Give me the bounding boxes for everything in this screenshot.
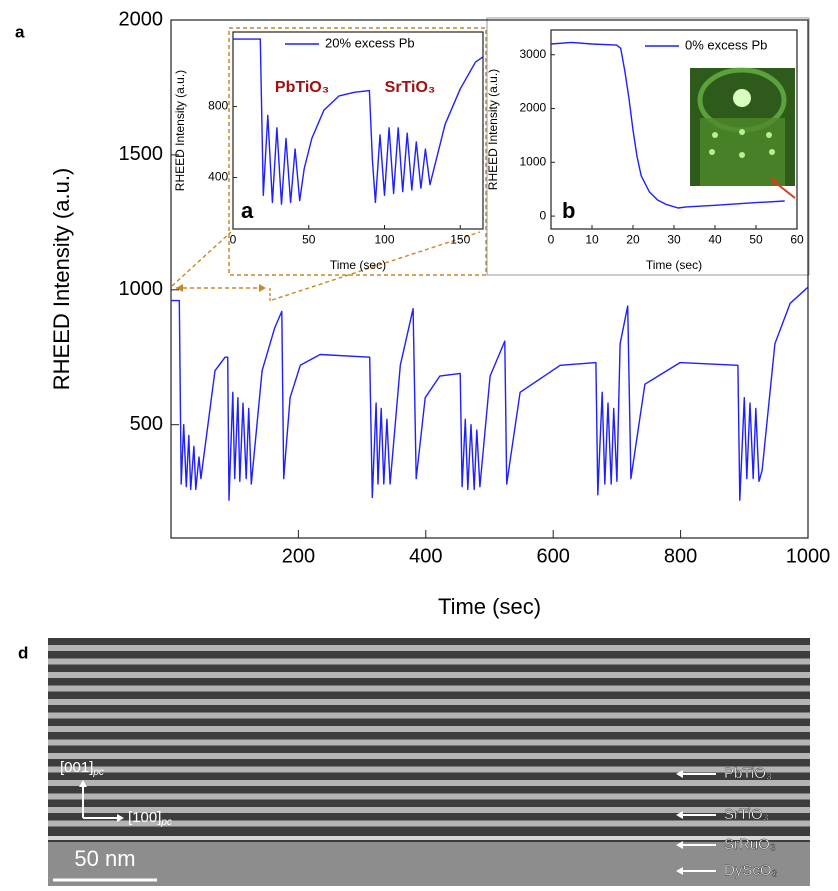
layer-label: SrRuO₃	[724, 836, 776, 853]
panel-label: b	[562, 198, 575, 223]
tem-stripe	[48, 685, 810, 692]
x-tick-label: 600	[537, 545, 570, 567]
axis-direction: [100]	[128, 809, 161, 826]
y-tick-label: 1500	[119, 143, 164, 165]
tem-stripe	[48, 753, 810, 759]
plot-frame	[170, 19, 809, 539]
axis-subscript: pc	[92, 767, 104, 778]
tem-stripe	[48, 699, 810, 705]
axis-direction-label: [100]pc	[128, 809, 172, 828]
tem-stripe	[48, 712, 810, 719]
x-axis-label: Time (sec)	[330, 258, 386, 272]
x-axis-label: Time (sec)	[646, 258, 702, 272]
x-tick-label: 100	[374, 233, 394, 247]
y-tick-label: 3000	[519, 47, 546, 61]
y-tick-label: 400	[208, 170, 228, 184]
x-tick-label: 150	[450, 233, 470, 247]
y-axis-label: RHEED Intensity (a.u.)	[173, 70, 187, 191]
arrowhead	[770, 178, 778, 185]
data-line	[171, 286, 809, 501]
x-tick-label: 0	[230, 233, 237, 247]
arrowhead	[676, 841, 683, 849]
x-tick-label: 30	[667, 233, 681, 247]
panel-label: d	[18, 643, 28, 662]
tem-stripe	[48, 739, 810, 746]
plot-frame	[232, 31, 484, 230]
x-tick-label: 50	[749, 233, 763, 247]
tem-stripe	[48, 793, 810, 800]
y-tick-label: 2000	[119, 8, 164, 30]
tem-stripe	[48, 820, 810, 827]
tem-stripe	[48, 807, 810, 813]
tem-stripe	[48, 645, 810, 651]
panel-label: a	[241, 198, 254, 223]
y-tick-label: 0	[540, 208, 547, 222]
tem-stripe	[48, 658, 810, 665]
y-axis-label: RHEED Intensity (a.u.)	[486, 69, 500, 190]
layer-label: SrTiO₃	[724, 806, 769, 823]
y-tick-label: 2000	[519, 101, 546, 115]
x-tick-label: 400	[409, 545, 442, 567]
x-tick-label: 60	[790, 233, 804, 247]
legend-label: 20% excess Pb	[325, 35, 415, 50]
layer-label: PbTiO₃	[724, 765, 772, 782]
axis-direction: [001]	[60, 759, 93, 776]
data-line	[550, 41, 785, 209]
tem-stripe	[48, 780, 810, 786]
tem-image	[48, 638, 810, 886]
x-tick-label: 40	[708, 233, 722, 247]
arrowhead	[79, 780, 124, 822]
y-tick-label: 1000	[519, 154, 546, 168]
y-tick-label: 800	[208, 99, 228, 113]
layer-label: DyScO₃	[724, 862, 778, 879]
arrow	[771, 179, 796, 199]
rheed-image	[690, 67, 796, 199]
inset-frame	[228, 27, 487, 276]
x-tick-label: 10	[585, 233, 599, 247]
x-tick-label: 20	[626, 233, 640, 247]
axis-subscript: pc	[160, 817, 172, 828]
x-tick-label: 0	[548, 233, 555, 247]
arrowhead	[676, 811, 683, 819]
axis-direction-label: [001]pc	[60, 759, 104, 778]
connector	[271, 231, 481, 301]
tem-stripe	[48, 726, 810, 732]
y-axis-label: RHEED Intensity (a.u.)	[49, 168, 74, 391]
x-tick-label: 800	[664, 545, 697, 567]
axis-arrows	[82, 784, 120, 819]
y-tick-label: 1000	[119, 278, 164, 300]
x-axis-label: Time (sec)	[438, 594, 541, 619]
annotation: PbTiO₃	[275, 79, 329, 96]
panel-label: a	[15, 22, 25, 41]
arrowhead	[676, 770, 683, 778]
arrowhead	[676, 867, 683, 875]
tem-stripe	[48, 766, 810, 773]
y-tick-label: 500	[130, 413, 163, 435]
scale-bar-label: 50 nm	[74, 846, 135, 871]
annotation: SrTiO₃	[385, 79, 436, 96]
x-tick-label: 200	[282, 545, 315, 567]
x-tick-label: 1000	[786, 545, 831, 567]
legend-label: 0% excess Pb	[685, 37, 767, 52]
connector	[171, 231, 232, 287]
x-tick-label: 50	[302, 233, 316, 247]
tem-stripe	[48, 672, 810, 678]
data-line	[233, 38, 484, 205]
